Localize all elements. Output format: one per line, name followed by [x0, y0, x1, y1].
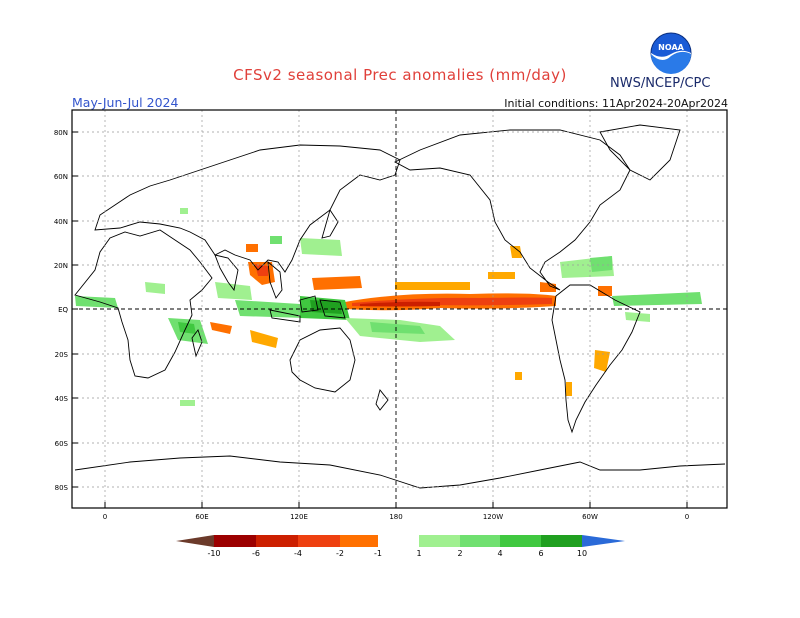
colorbar-label: -2 [336, 549, 344, 558]
colorbar-label: -1 [374, 549, 382, 558]
lon-label: 0 [103, 513, 107, 521]
lat-label: 80S [55, 484, 69, 492]
lon-labels: 0 60E 120E 180 120W 60W 0 [103, 513, 689, 521]
colorbar-neutral [378, 535, 419, 547]
lat-label: 20S [55, 351, 69, 359]
lon-label: 60W [582, 513, 598, 521]
colorbar-bin [419, 535, 460, 547]
noaa-logo: NOAA [650, 32, 692, 78]
chart-title: CFSv2 seasonal Prec anomalies (mm/day) [233, 66, 567, 84]
lon-label: 0 [685, 513, 689, 521]
agency-label: NWS/NCEP/CPC [610, 76, 711, 91]
colorbar: -10 -6 -4 -2 -1 1 2 4 6 10 [176, 535, 625, 558]
lat-labels: 80N 60N 40N 20N EQ 20S 40S 60S 80S [54, 129, 69, 492]
colorbar-below-min [176, 535, 214, 547]
colorbar-bin [214, 535, 256, 547]
colorbar-bin [256, 535, 298, 547]
colorbar-bin [340, 535, 378, 547]
lat-label: 40N [54, 218, 68, 226]
colorbar-bin [541, 535, 582, 547]
lon-label: 180 [389, 513, 402, 521]
lat-label: 80N [54, 129, 68, 137]
colorbar-label: 4 [497, 549, 502, 558]
colorbar-label: 6 [538, 549, 543, 558]
lat-label: 60N [54, 173, 68, 181]
lat-label: 60S [55, 440, 69, 448]
lon-label: 60E [195, 513, 208, 521]
logo-text: NOAA [658, 43, 684, 52]
lat-label: 40S [55, 395, 69, 403]
colorbar-above-max [582, 535, 625, 547]
colorbar-label: -6 [252, 549, 260, 558]
lat-label: 20N [54, 262, 68, 270]
lat-label: EQ [58, 306, 68, 314]
colorbar-label: -4 [294, 549, 302, 558]
axis-ticks [72, 131, 688, 508]
colorbar-bin [460, 535, 500, 547]
colorbar-bin [298, 535, 340, 547]
colorbar-label: -10 [207, 549, 220, 558]
colorbar-bin [500, 535, 541, 547]
colorbar-label: 1 [416, 549, 421, 558]
coastlines [74, 124, 726, 489]
lon-label: 120E [290, 513, 308, 521]
initial-conditions-label: Initial conditions: 11Apr2024-20Apr2024 [504, 97, 728, 110]
graticule [72, 110, 727, 508]
colorbar-label: 2 [457, 549, 462, 558]
colorbar-label: 10 [577, 549, 587, 558]
lon-label: 120W [483, 513, 503, 521]
season-label: May-Jun-Jul 2024 [72, 95, 179, 110]
anomaly-shading [75, 208, 702, 406]
